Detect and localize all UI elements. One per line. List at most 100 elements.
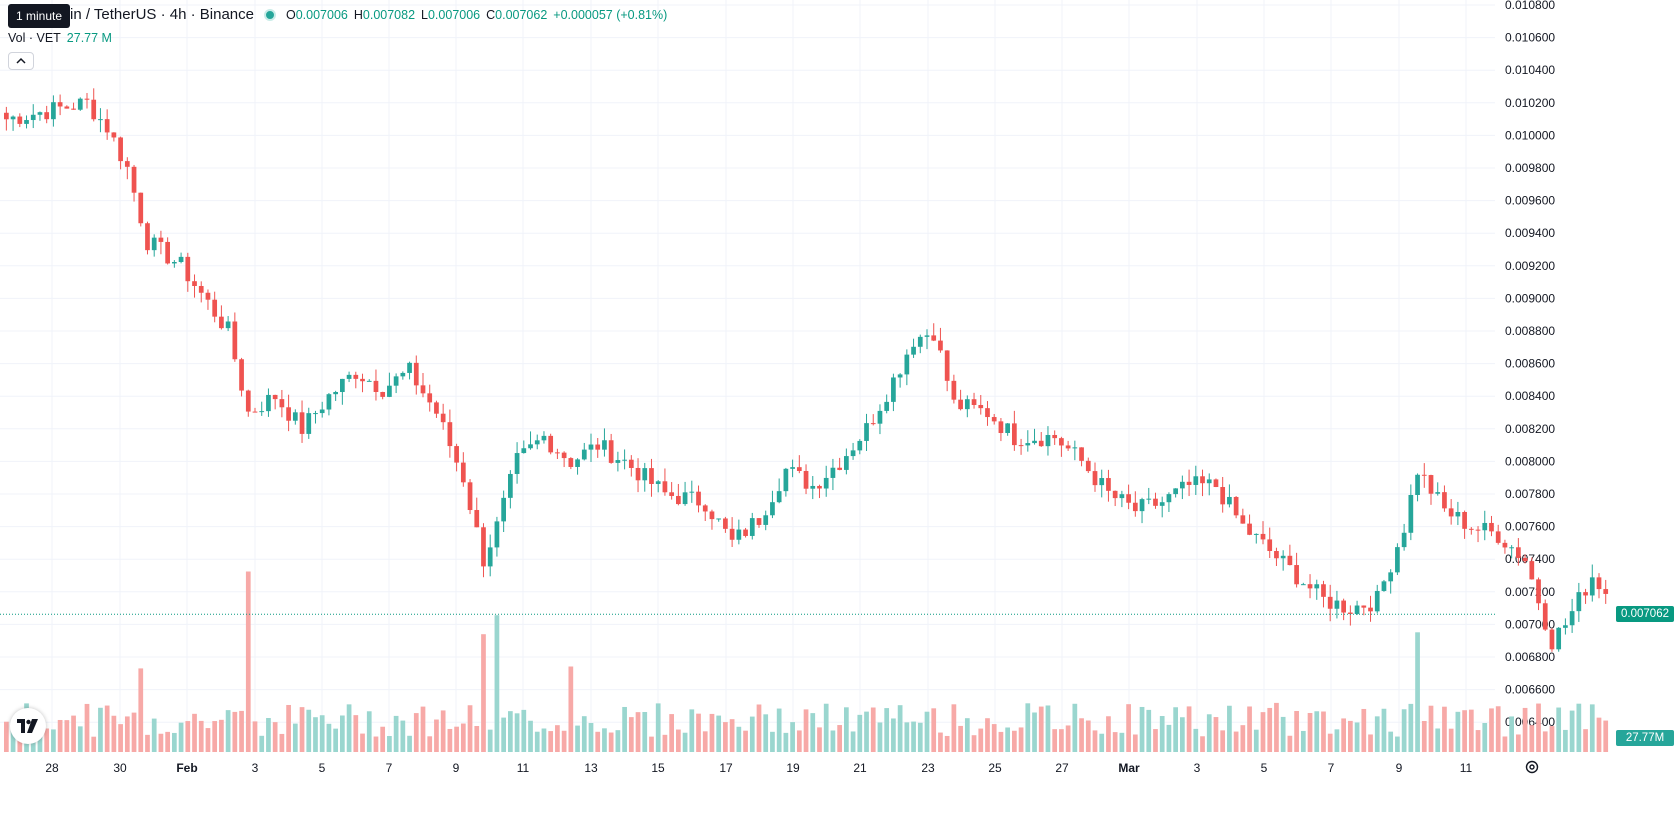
candle-body (770, 502, 775, 516)
tradingview-logo[interactable] (10, 708, 46, 744)
price-tick-label: 0.008400 (1505, 389, 1555, 403)
candle-body (1576, 592, 1582, 612)
candle-body (239, 359, 244, 391)
volume-bar (1294, 710, 1299, 752)
candle-body (340, 378, 345, 393)
candle-body (521, 448, 527, 454)
candle-body (1032, 440, 1037, 444)
candle-body (635, 467, 641, 481)
volume-bar (1012, 730, 1017, 752)
candle-body (1321, 584, 1326, 597)
candle-body (454, 446, 459, 463)
volume-bar (1522, 707, 1528, 752)
volume-bar (172, 732, 177, 752)
volume-bar (1220, 730, 1226, 752)
candle-body (313, 413, 318, 415)
volume-bar (407, 735, 412, 752)
volume-bar (1576, 703, 1582, 752)
volume-bar (1253, 729, 1259, 752)
symbol-title[interactable]: in / TetherUS · 4h · Binance (70, 6, 254, 23)
candle-body (286, 407, 291, 421)
volume-bar (440, 710, 446, 752)
volume-bar (1280, 716, 1286, 752)
candle-body (460, 462, 466, 483)
volume-bar (770, 731, 775, 752)
candle-body (622, 459, 627, 461)
time-tick-label: 9 (453, 761, 460, 775)
candle-body (4, 112, 9, 120)
volume-bar (790, 722, 795, 752)
volume-bar (467, 705, 473, 752)
candle-body (857, 440, 863, 451)
volume-bar (1549, 726, 1555, 752)
price-tick-label: 0.009200 (1505, 259, 1555, 273)
volume-bar (1092, 730, 1098, 752)
volume-bar (897, 705, 903, 752)
volume-bar (1085, 720, 1091, 752)
price-tick-label: 0.009000 (1505, 291, 1555, 305)
volume-bar (319, 715, 325, 752)
volume-bar (796, 730, 802, 752)
volume-bar (333, 728, 338, 752)
candle-body (716, 518, 722, 520)
candle-body (1132, 502, 1138, 512)
candle-body (864, 423, 869, 441)
volume-bar (346, 704, 352, 752)
candle-body (1213, 479, 1219, 488)
candle-body (77, 98, 83, 110)
candle-body (891, 377, 896, 402)
volume-bar (756, 704, 762, 752)
candle-body (158, 237, 164, 242)
candle-body (413, 362, 419, 386)
candle-body (796, 467, 802, 471)
volume-bar (360, 733, 365, 752)
volume-bar (548, 731, 554, 752)
volume-bar (1314, 711, 1320, 752)
candle-body (225, 321, 231, 329)
candle-body (24, 120, 29, 124)
candle-body (1354, 605, 1360, 614)
candle-body (494, 521, 500, 548)
candle-body (1522, 557, 1528, 562)
volume-bar (508, 711, 513, 752)
volume-bar (91, 736, 97, 752)
gear-icon[interactable] (1522, 757, 1542, 777)
candlestick-chart[interactable]: 0.010800 0.010600 0.010400 0.010200 0.010000… (0, 0, 1610, 810)
candle-body (1052, 434, 1058, 439)
candle-body (1435, 492, 1441, 494)
volume-bar (481, 634, 486, 752)
volume-bar (1193, 728, 1199, 752)
chart-area[interactable]: 0.010800 0.010600 0.010400 0.010200 0.010000… (0, 0, 1610, 810)
volume-bar (877, 722, 883, 752)
volume-bar (985, 718, 990, 752)
volume-bar (911, 721, 916, 752)
candle-body (192, 281, 197, 287)
volume-bar (1395, 736, 1400, 752)
candle-body (1455, 511, 1461, 517)
candle-body (30, 114, 36, 121)
candle-body (514, 453, 520, 474)
candle-body (185, 256, 191, 282)
volume-bar (810, 713, 816, 752)
candle-body (346, 374, 352, 379)
volume-bar (71, 715, 76, 752)
volume-bar (837, 725, 842, 752)
candle-body (1327, 596, 1333, 609)
volume-bar (4, 721, 9, 752)
volume-legend[interactable]: Vol · VET 27.77 M (8, 31, 112, 45)
volume-bar (628, 717, 634, 752)
candle-body (1563, 625, 1568, 628)
volume-bar (259, 735, 265, 752)
candle-body (131, 166, 137, 193)
candle-body (555, 452, 560, 454)
price-tick-label: 0.009800 (1505, 161, 1555, 175)
candle-body (1153, 498, 1158, 506)
candle-body (655, 481, 661, 484)
tradingview-logo-icon (17, 719, 38, 733)
collapse-legend-button[interactable] (8, 52, 34, 70)
candle-body (615, 460, 621, 463)
volume-bar (649, 736, 654, 752)
candle-body (756, 518, 762, 525)
candle-body (1079, 447, 1084, 461)
candle-body (1227, 496, 1232, 505)
